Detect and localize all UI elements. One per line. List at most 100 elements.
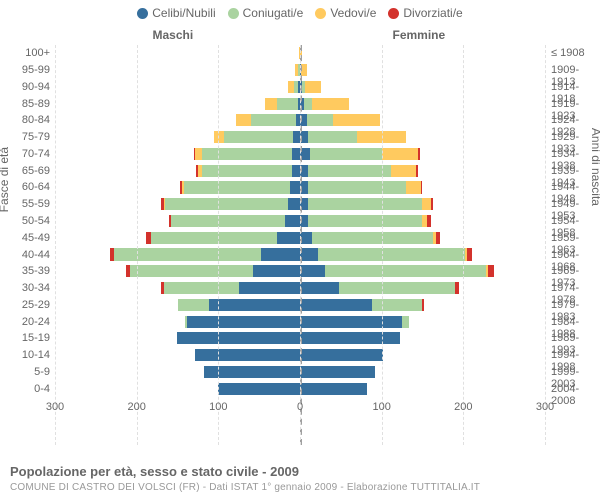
bar-segment [165, 198, 288, 210]
bar-segment [126, 265, 130, 277]
bar-row [55, 181, 300, 193]
bar-row [300, 131, 545, 143]
bar-row [300, 232, 545, 244]
x-tick-label: 200 [454, 401, 472, 413]
bar-segment [265, 98, 277, 110]
bar-row [55, 198, 300, 210]
bar-segment [422, 198, 430, 210]
bar-segment [151, 232, 278, 244]
column-header-female: Femmine [393, 28, 446, 42]
bar-row [55, 81, 300, 93]
age-band-label: 25-29 [0, 299, 50, 311]
legend-item: Coniugati/e [228, 6, 304, 20]
bar-row [300, 47, 545, 59]
bar-row [55, 165, 300, 177]
plot-area [55, 45, 545, 445]
bar-row [300, 282, 545, 294]
bar-segment [421, 181, 423, 193]
age-band-label: 0-4 [0, 383, 50, 395]
chart-source: COMUNE DI CASTRO DEI VOLSCI (FR) - Dati … [10, 481, 480, 495]
bar-segment [333, 114, 380, 126]
bar-segment [161, 198, 163, 210]
bar-segment [310, 148, 382, 160]
legend-item: Vedovi/e [315, 6, 376, 20]
age-band-label: 15-19 [0, 332, 50, 344]
legend-label: Celibi/Nubili [152, 6, 215, 20]
x-tick-label: 0 [297, 401, 303, 413]
age-band-label: 70-74 [0, 148, 50, 160]
bar-segment [300, 332, 400, 344]
bar-segment [161, 282, 163, 294]
legend-item: Celibi/Nubili [137, 6, 215, 20]
age-band-label: 10-14 [0, 349, 50, 361]
age-band-label: 100+ [0, 47, 50, 59]
bar-segment [300, 282, 339, 294]
bar-row [55, 265, 300, 277]
bar-segment [292, 165, 300, 177]
bar-segment [224, 131, 293, 143]
bar-segment [178, 299, 209, 311]
bar-segment [295, 64, 298, 76]
bar-segment [325, 265, 487, 277]
age-band-label: 85-89 [0, 98, 50, 110]
bar-segment [209, 299, 300, 311]
x-tick-label: 100 [372, 401, 390, 413]
bar-segment [372, 299, 423, 311]
bar-segment [418, 148, 420, 160]
bar-row [300, 148, 545, 160]
bar-segment [182, 181, 184, 193]
legend-item: Divorziati/e [388, 6, 462, 20]
bar-row [55, 299, 300, 311]
bar-row [55, 383, 300, 395]
bar-segment [308, 131, 357, 143]
bar-segment [305, 81, 321, 93]
age-band-label: 95-99 [0, 64, 50, 76]
bar-segment [202, 165, 292, 177]
bar-row [300, 349, 545, 361]
population-pyramid-chart: Celibi/Nubili Coniugati/e Vedovi/e Divorzia… [0, 0, 600, 500]
bar-segment [146, 232, 150, 244]
bar-segment [307, 114, 333, 126]
bar-row [300, 215, 545, 227]
bar-row [55, 98, 300, 110]
age-band-label: 65-69 [0, 165, 50, 177]
bar-row [55, 248, 300, 260]
age-band-label: 35-39 [0, 265, 50, 277]
bar-row [300, 198, 545, 210]
bar-segment [187, 316, 300, 328]
bar-segment [391, 165, 416, 177]
bar-segment [312, 232, 433, 244]
age-band-label: 5-9 [0, 366, 50, 378]
bar-segment [416, 165, 418, 177]
bar-segment [422, 299, 424, 311]
bar-segment [290, 181, 300, 193]
bar-segment [253, 265, 300, 277]
gridline [218, 45, 219, 445]
legend-label: Divorziati/e [403, 6, 462, 20]
legend: Celibi/Nubili Coniugati/e Vedovi/e Divorzia… [0, 6, 600, 22]
bar-segment [195, 349, 300, 361]
gridline [137, 45, 138, 445]
male-side [55, 45, 300, 445]
bar-segment [436, 232, 440, 244]
bar-segment [285, 215, 300, 227]
bar-row [300, 165, 545, 177]
bar-segment [198, 165, 202, 177]
bar-segment [431, 198, 433, 210]
bar-row [55, 349, 300, 361]
bar-row [55, 282, 300, 294]
bar-segment [382, 148, 419, 160]
bar-segment [184, 181, 290, 193]
bar-segment [251, 114, 296, 126]
bar-segment [304, 98, 312, 110]
legend-swatch [137, 8, 148, 19]
bar-segment [308, 198, 422, 210]
gridline [55, 45, 56, 445]
bar-row [55, 131, 300, 143]
bar-segment [300, 248, 318, 260]
bar-segment [402, 316, 409, 328]
bar-segment [277, 98, 297, 110]
bar-segment [308, 165, 391, 177]
bar-segment [300, 383, 367, 395]
bar-segment [288, 198, 300, 210]
